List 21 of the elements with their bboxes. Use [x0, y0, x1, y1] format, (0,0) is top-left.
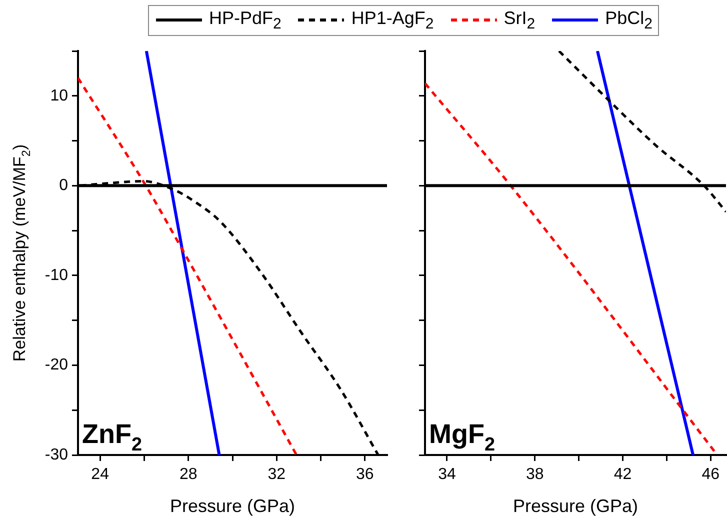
x-tick-label: 36: [356, 466, 374, 484]
x-axis-title: Pressure (GPa): [170, 496, 296, 516]
x-tick-label: 32: [268, 466, 286, 484]
legend-label: HP-PdF$_{2}$: [209, 8, 282, 33]
x-axis-title: Pressure (GPa): [512, 496, 638, 516]
x-tick-label: 28: [179, 466, 198, 484]
legend-label: PbCl$_{2}$: [605, 8, 652, 33]
x-tick-label: 38: [526, 466, 544, 484]
y-axis-title: Relative enthalpy (meV/MF2): [10, 144, 33, 362]
x-tick-label: 42: [614, 466, 632, 484]
x-tick-label: 34: [438, 466, 456, 484]
y-tick-label: 0: [59, 177, 68, 194]
y-tick-label: 10: [50, 87, 68, 104]
line-series: [78, 76, 298, 455]
y-tick-label: -20: [44, 356, 68, 374]
legend-label: HP1-AgF$_{2}$: [351, 8, 434, 33]
x-tick-label: 24: [91, 466, 110, 484]
y-tick-label: -10: [44, 266, 68, 284]
x-tick-label: 46: [702, 466, 720, 484]
legend-label: SrI$_{2}$: [504, 8, 536, 33]
y-tick-label: -30: [44, 446, 68, 464]
